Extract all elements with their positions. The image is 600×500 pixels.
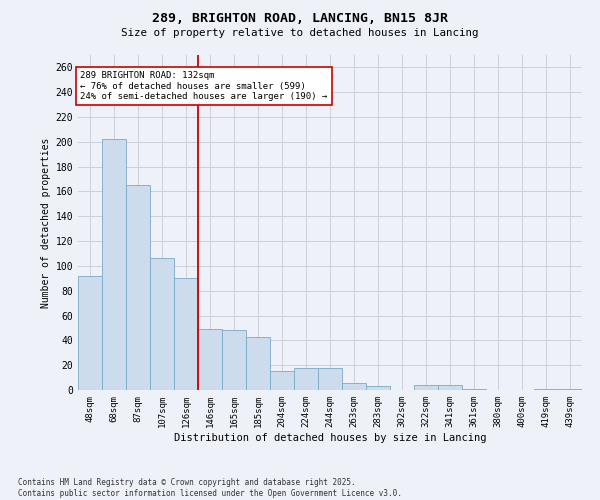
Bar <box>414 385 438 390</box>
Bar <box>270 372 294 390</box>
Bar <box>558 389 582 390</box>
Bar <box>150 258 174 390</box>
Bar <box>342 382 366 390</box>
Bar <box>198 329 222 390</box>
Bar <box>78 276 102 390</box>
Bar <box>462 389 486 390</box>
Text: 289, BRIGHTON ROAD, LANCING, BN15 8JR: 289, BRIGHTON ROAD, LANCING, BN15 8JR <box>152 12 448 26</box>
Bar <box>438 385 462 390</box>
Bar <box>366 386 390 390</box>
Bar <box>534 389 558 390</box>
Bar <box>318 368 342 390</box>
Y-axis label: Number of detached properties: Number of detached properties <box>41 138 52 308</box>
Bar <box>294 368 318 390</box>
Text: Size of property relative to detached houses in Lancing: Size of property relative to detached ho… <box>121 28 479 38</box>
Bar <box>102 140 126 390</box>
Bar <box>126 186 150 390</box>
Bar <box>222 330 246 390</box>
Bar <box>246 336 270 390</box>
Text: 289 BRIGHTON ROAD: 132sqm
← 76% of detached houses are smaller (599)
24% of semi: 289 BRIGHTON ROAD: 132sqm ← 76% of detac… <box>80 71 328 101</box>
Text: Contains HM Land Registry data © Crown copyright and database right 2025.
Contai: Contains HM Land Registry data © Crown c… <box>18 478 402 498</box>
Bar <box>174 278 198 390</box>
X-axis label: Distribution of detached houses by size in Lancing: Distribution of detached houses by size … <box>174 432 486 442</box>
